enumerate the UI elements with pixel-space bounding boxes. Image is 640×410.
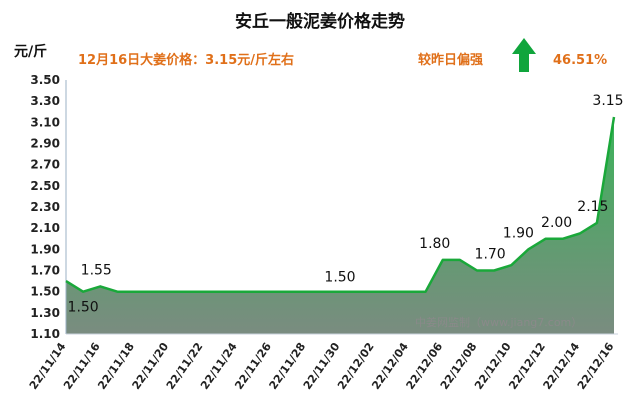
y-tick-label: 2.70 bbox=[30, 158, 60, 172]
unit-label: 元/斤 bbox=[14, 43, 47, 60]
change-percent: 46.51% bbox=[553, 53, 607, 68]
y-tick-label: 2.50 bbox=[30, 179, 60, 193]
up-arrow-icon bbox=[512, 38, 536, 72]
price-area bbox=[66, 117, 614, 334]
watermark: 中姜网监制（www.jiang7.com） bbox=[415, 315, 582, 329]
y-tick-label: 3.10 bbox=[30, 115, 60, 129]
x-axis-ticks: 22/11/1422/11/1622/11/1822/11/2022/11/22… bbox=[27, 340, 617, 392]
y-tick-label: 2.10 bbox=[30, 221, 60, 235]
data-label: 2.15 bbox=[577, 199, 608, 215]
data-label: 1.55 bbox=[81, 262, 112, 278]
y-tick-label: 2.30 bbox=[30, 200, 60, 214]
price-line bbox=[65, 116, 616, 293]
data-label: 1.50 bbox=[68, 300, 99, 316]
data-label: 1.90 bbox=[503, 225, 534, 241]
data-label: 1.70 bbox=[475, 247, 506, 263]
data-labels: 1.50 1.55 1.50 1.80 1.70 1.90 2.00 2.15 3.15 bbox=[68, 93, 624, 316]
y-tick-label: 1.70 bbox=[30, 264, 60, 278]
y-tick-label: 1.10 bbox=[30, 327, 60, 341]
price-note: 12月16日大姜价格：3.15元/斤左右 bbox=[78, 52, 294, 68]
y-tick-label: 1.50 bbox=[30, 285, 60, 299]
y-tick-label: 1.90 bbox=[30, 242, 60, 256]
data-label: 2.00 bbox=[541, 215, 572, 231]
y-tick-label: 3.30 bbox=[30, 94, 60, 108]
data-label: 1.50 bbox=[324, 270, 355, 286]
chart-title: 安丘一般泥姜价格走势 bbox=[235, 11, 405, 32]
y-axis-ticks: 1.10 1.30 1.50 1.70 1.90 2.10 2.30 2.50 2.70 2.90… bbox=[30, 73, 60, 341]
y-tick-label: 1.30 bbox=[30, 306, 60, 320]
y-tick-label: 2.90 bbox=[30, 137, 60, 151]
compare-label: 较昨日偏强 bbox=[418, 52, 483, 68]
data-label: 1.80 bbox=[419, 236, 450, 252]
y-tick-label: 3.50 bbox=[30, 73, 60, 87]
data-label: 3.15 bbox=[592, 93, 623, 109]
